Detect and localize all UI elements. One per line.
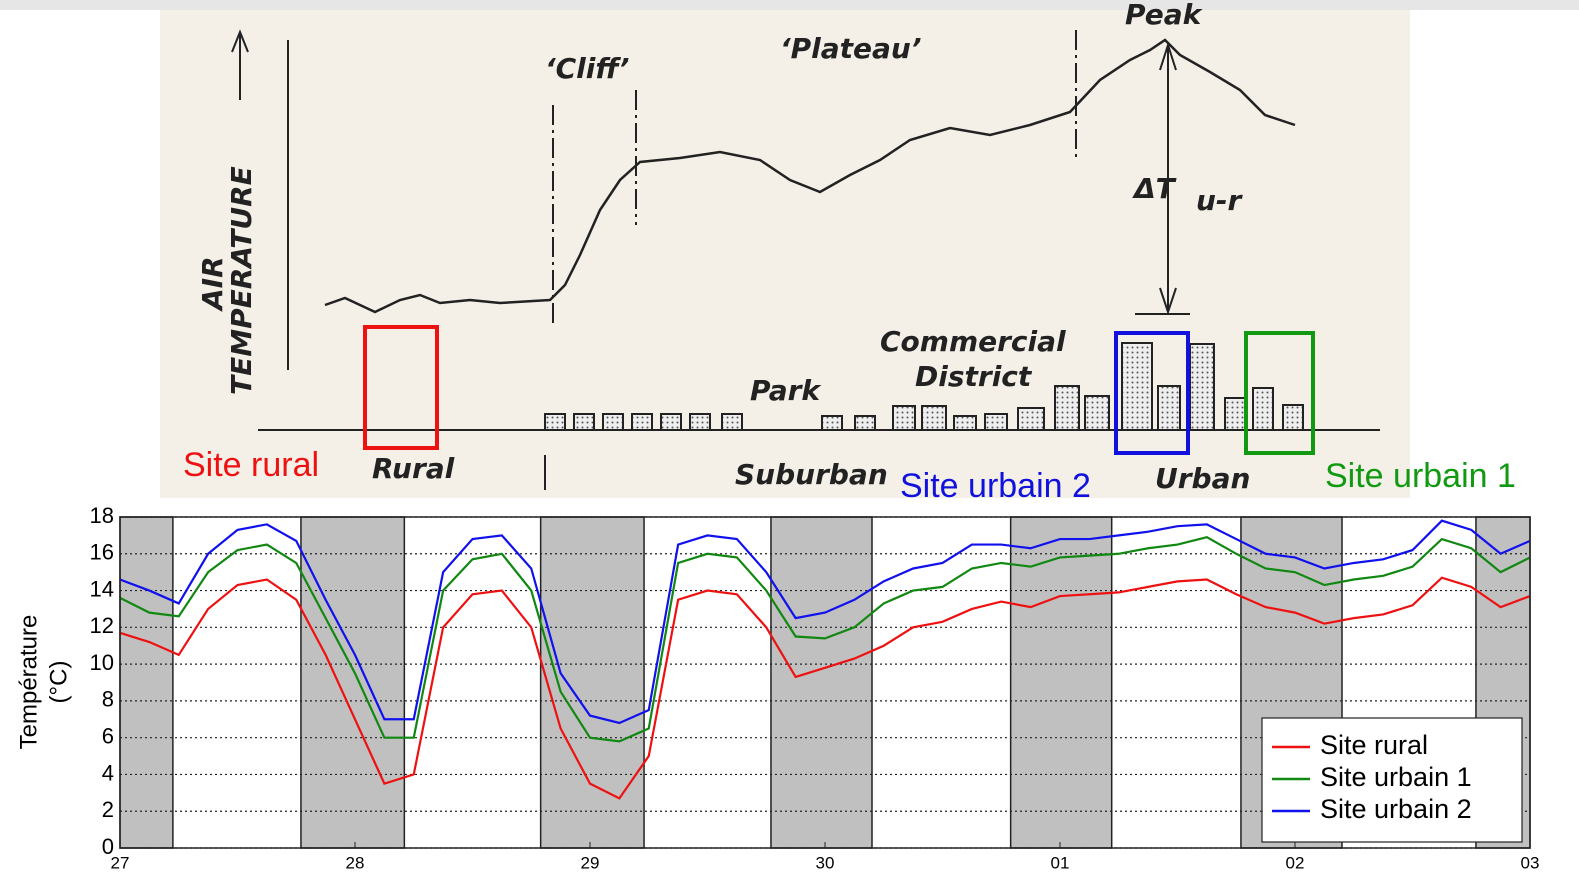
delta-label: ΔT — [1132, 172, 1177, 205]
arrow-head — [231, 29, 249, 53]
buildings — [544, 342, 1304, 431]
axis-label: TEMPERATURE — [225, 166, 258, 395]
arrow-head — [1159, 41, 1177, 316]
legend-label: Site urbain 2 — [1320, 794, 1472, 824]
top-band — [0, 0, 1579, 10]
x-tick-label: 03 — [1521, 853, 1540, 872]
night-band — [1009, 516, 1113, 849]
y-tick-label: 0 — [102, 834, 114, 859]
y-tick-label: 4 — [102, 760, 114, 785]
x-tick-label: 30 — [816, 853, 835, 872]
series-line — [119, 576, 1531, 800]
night-band — [119, 516, 174, 849]
urban-label: Urban — [1155, 462, 1250, 495]
site-box — [363, 325, 439, 450]
night-band — [770, 516, 873, 849]
diagram-background — [160, 10, 1410, 498]
temperature-profile — [324, 38, 1296, 314]
night-band — [300, 516, 406, 849]
delta-subscript: u-r — [1196, 184, 1244, 217]
y-tick-label: 16 — [90, 540, 114, 565]
park-label: Park — [750, 374, 822, 407]
y-tick-label: 8 — [102, 687, 114, 712]
x-tick-label: 29 — [581, 853, 600, 872]
suburban-label: Suburban — [735, 458, 888, 491]
plateau-label: ‘Plateau’ — [780, 32, 922, 65]
diagram: AIR TEMPERATURE ΔT u-r ‘Cliff’ ‘Plateau’… — [160, 0, 1516, 505]
plot-frame — [119, 516, 1531, 849]
series-line — [119, 519, 1531, 725]
commercial-label: Commercial — [880, 325, 1066, 358]
y-tick-label: 18 — [90, 503, 114, 528]
rural-label: Rural — [372, 452, 455, 485]
night-band — [539, 516, 645, 849]
legend-label: Site rural — [1320, 730, 1428, 760]
y-tick-label: 12 — [90, 613, 114, 638]
district-label: District — [915, 360, 1033, 393]
x-tick-label: 01 — [1051, 853, 1070, 872]
y-tick-label: 6 — [102, 723, 114, 748]
site-label: Site rural — [183, 446, 319, 484]
x-tick-label: 27 — [111, 853, 130, 872]
y-tick-label: 10 — [90, 650, 114, 675]
site-label: Site urbain 2 — [900, 467, 1091, 505]
x-tick-label: 02 — [1286, 853, 1305, 872]
y-tick-label: 2 — [102, 797, 114, 822]
site-box — [1244, 331, 1315, 455]
y-axis-label: (°C) — [45, 661, 72, 704]
y-tick-label: 14 — [90, 576, 114, 601]
axis-label: AIR — [196, 256, 229, 312]
site-box — [1114, 331, 1190, 455]
series-line — [119, 536, 1531, 743]
site-label: Site urbain 1 — [1325, 457, 1516, 495]
cliff-label: ‘Cliff’ — [545, 52, 629, 85]
peak-label: Peak — [1125, 0, 1204, 31]
legend-label: Site urbain 1 — [1320, 762, 1472, 792]
y-axis-label: Température — [15, 615, 42, 750]
x-tick-label: 28 — [346, 853, 365, 872]
